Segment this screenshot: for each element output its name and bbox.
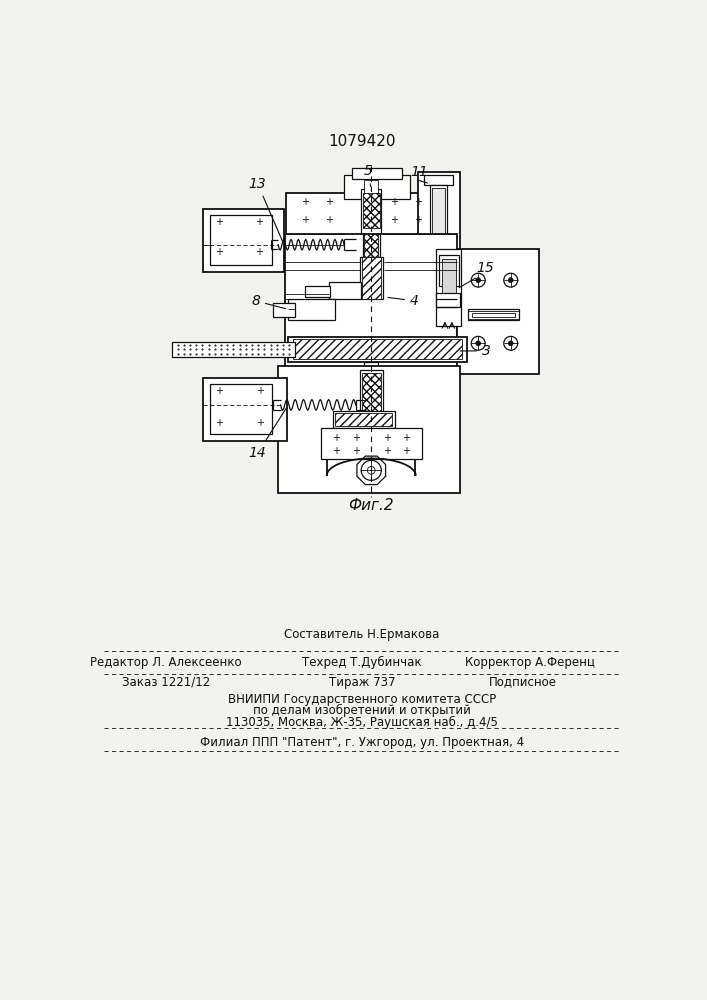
Bar: [363, 234, 380, 257]
Bar: [332, 411, 395, 428]
Text: +: +: [325, 215, 332, 225]
Text: +: +: [301, 215, 310, 225]
Text: +: +: [325, 197, 332, 207]
Text: Подписное: Подписное: [489, 676, 556, 689]
Circle shape: [504, 336, 518, 350]
Bar: [436, 293, 460, 307]
Text: +: +: [215, 418, 223, 428]
Bar: [472, 312, 515, 317]
Text: +: +: [352, 433, 360, 443]
Text: Техред Т.Дубинчак: Техред Т.Дубинчак: [302, 656, 422, 669]
Bar: [286, 193, 445, 235]
Text: Заказ 1221/12: Заказ 1221/12: [122, 676, 210, 689]
Circle shape: [472, 336, 485, 350]
Bar: [352, 168, 402, 179]
Circle shape: [476, 278, 481, 283]
Bar: [293, 339, 462, 359]
Text: +: +: [255, 217, 263, 227]
Text: Тираж 737: Тираж 737: [329, 676, 395, 689]
Text: Корректор А.Ференц: Корректор А.Ференц: [465, 656, 595, 669]
Text: 15: 15: [476, 261, 493, 275]
Text: Составитель Н.Ермакова: Составитель Н.Ермакова: [284, 628, 440, 641]
Text: +: +: [390, 215, 399, 225]
Text: +: +: [332, 433, 340, 443]
Text: 4: 4: [388, 294, 419, 308]
Bar: [418, 172, 460, 261]
Text: +: +: [332, 446, 340, 456]
Bar: [210, 384, 272, 434]
Text: +: +: [215, 217, 223, 227]
Circle shape: [508, 278, 513, 283]
Bar: [360, 370, 383, 413]
Bar: [362, 373, 380, 411]
Bar: [364, 362, 378, 373]
Text: +: +: [402, 446, 410, 456]
Text: 8: 8: [251, 294, 286, 309]
Circle shape: [476, 341, 481, 346]
Text: +: +: [414, 215, 422, 225]
Circle shape: [508, 341, 513, 346]
Text: 1079420: 1079420: [328, 134, 396, 149]
Bar: [364, 234, 378, 257]
Circle shape: [368, 466, 375, 474]
Text: ВНИИПИ Государственного комитета СССР: ВНИИПИ Государственного комитета СССР: [228, 693, 496, 706]
Text: Фиг.2: Фиг.2: [349, 497, 394, 512]
Circle shape: [472, 273, 485, 287]
Text: 13: 13: [249, 177, 285, 247]
Text: 5: 5: [363, 164, 373, 187]
Bar: [438, 255, 459, 286]
Bar: [362, 257, 380, 299]
Bar: [457, 249, 539, 374]
Circle shape: [361, 460, 381, 480]
Bar: [363, 193, 380, 228]
Bar: [279, 366, 460, 493]
Text: Редактор Л. Алексеенко: Редактор Л. Алексеенко: [90, 656, 242, 669]
Bar: [361, 189, 381, 234]
Text: 11: 11: [410, 165, 428, 179]
Bar: [424, 175, 453, 185]
Text: по делам изобретений и открытий: по делам изобретений и открытий: [253, 704, 471, 717]
Circle shape: [504, 273, 518, 287]
Bar: [321, 428, 421, 459]
Bar: [273, 303, 295, 317]
Bar: [329, 282, 361, 299]
Bar: [305, 286, 330, 297]
Text: +: +: [215, 247, 223, 257]
Bar: [430, 185, 448, 247]
Bar: [288, 299, 335, 320]
Text: +: +: [382, 446, 391, 456]
Bar: [288, 337, 467, 362]
Bar: [344, 175, 410, 199]
Bar: [468, 309, 518, 320]
Bar: [360, 257, 383, 299]
Text: 3: 3: [460, 344, 491, 358]
Bar: [335, 413, 392, 426]
Text: +: +: [215, 386, 223, 396]
Text: +: +: [390, 197, 399, 207]
Bar: [442, 259, 456, 301]
Bar: [172, 342, 295, 357]
Text: +: +: [414, 197, 422, 207]
Text: Филиал ППП "Патент", г. Ужгород, ул. Проектная, 4: Филиал ППП "Патент", г. Ужгород, ул. Про…: [200, 736, 524, 749]
Text: +: +: [257, 418, 264, 428]
Text: +: +: [301, 197, 310, 207]
Bar: [285, 234, 457, 371]
Bar: [433, 188, 445, 243]
Bar: [203, 378, 287, 441]
Bar: [203, 209, 284, 272]
Bar: [436, 249, 461, 326]
Bar: [364, 180, 378, 194]
Text: +: +: [402, 433, 410, 443]
Text: +: +: [255, 247, 263, 257]
Text: +: +: [382, 433, 391, 443]
Text: +: +: [257, 386, 264, 396]
Text: +: +: [352, 446, 360, 456]
Text: 14: 14: [249, 407, 287, 460]
Text: 113035, Москва, Ж-35, Раушская наб., д.4/5: 113035, Москва, Ж-35, Раушская наб., д.4…: [226, 716, 498, 729]
Bar: [210, 215, 272, 265]
